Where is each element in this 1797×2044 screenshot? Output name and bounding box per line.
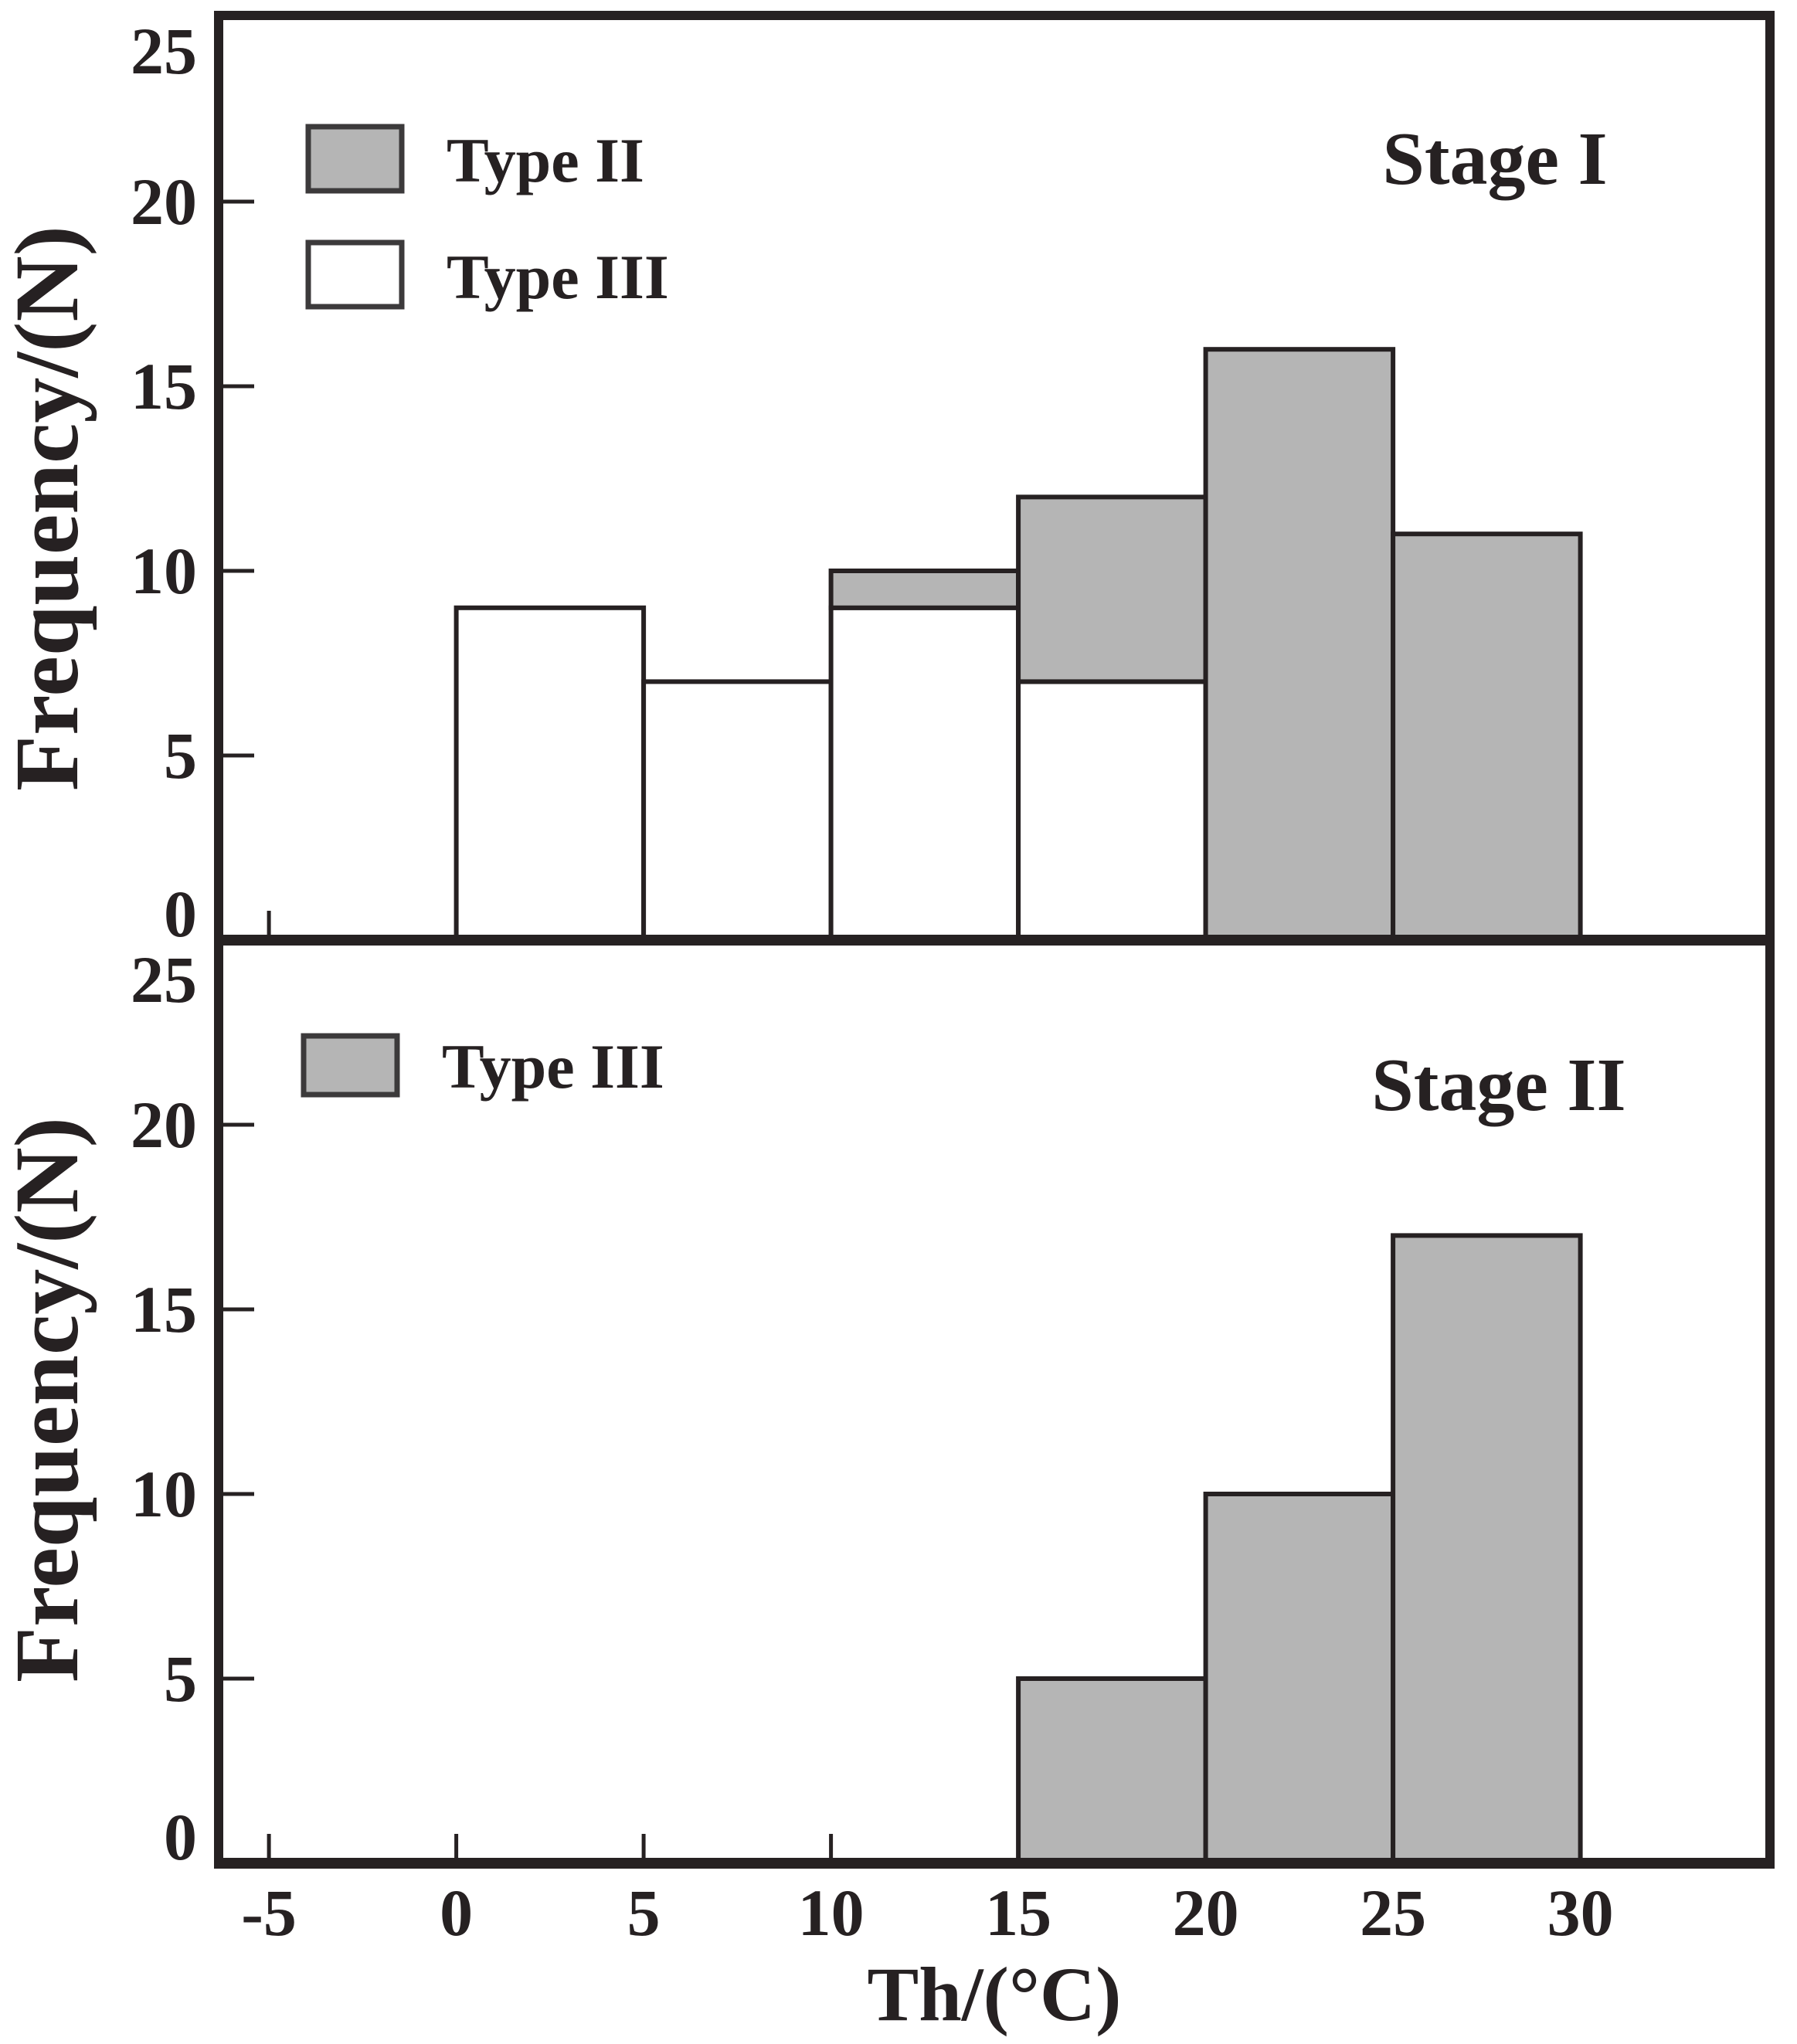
- frame-bottom-x-axis: [214, 1858, 1775, 1869]
- bar-stage2-20to25-type-iii: [1203, 1492, 1396, 1866]
- bar-stage1-10to15-type-iii: [828, 605, 1021, 942]
- x-tick-label-5: 5: [627, 1876, 661, 1950]
- bar-stage1-15to20-type-iii: [1016, 679, 1208, 943]
- legend-swatch-type-iii-stage2-icon: [301, 1033, 400, 1098]
- legend-label-type-iii: Type III: [447, 242, 669, 312]
- legend-swatch-type-iii-icon: [305, 239, 405, 310]
- legend-stage-1: Type II Type III: [305, 124, 669, 312]
- y-tick-label-stage2-0: 0: [164, 1800, 197, 1874]
- y-tick-label-stage1-20: 20: [131, 165, 197, 239]
- bar-stage1-20to25-type-ii: [1203, 347, 1396, 942]
- stage-2-title: Stage II: [1371, 1044, 1625, 1127]
- y-tick-label-stage1-10: 10: [131, 534, 197, 608]
- plot-frame: [214, 11, 1775, 1869]
- stage-1-title: Stage I: [1382, 117, 1607, 201]
- frame-top-border: [214, 11, 1775, 20]
- x-axis-title: Th/(°C): [868, 1951, 1122, 2037]
- y-tick-label-stage2-25: 25: [131, 942, 197, 1017]
- y-axis-title-stage-2: Frequency/(N): [0, 1117, 97, 1682]
- y-tick-label-stage1-5: 5: [164, 718, 197, 793]
- legend-label-type-ii: Type II: [447, 125, 644, 195]
- y-tick-label-stage2-15: 15: [131, 1272, 197, 1346]
- x-tick-label--5: -5: [241, 1876, 297, 1950]
- bar-stage2-25to30-type-iii: [1391, 1233, 1583, 1866]
- y-tick-label-stage2-5: 5: [164, 1642, 197, 1716]
- bar-stage1-5to10-type-iii: [641, 679, 834, 943]
- x-tick-label-0: 0: [440, 1876, 473, 1950]
- x-tick-label-25: 25: [1360, 1876, 1426, 1950]
- frame-right-border: [1765, 11, 1775, 1869]
- y-tick-label-stage1-15: 15: [131, 349, 197, 423]
- bar-stage1-10to15-type-ii: [828, 569, 1021, 610]
- legend-stage-2: Type III: [301, 1031, 664, 1102]
- frame-left-y-axis: [214, 11, 223, 1869]
- legend-swatch-type-ii-icon: [305, 124, 405, 194]
- bar-stage2-15to20-type-iii: [1016, 1676, 1208, 1866]
- x-tick-label-15: 15: [985, 1876, 1051, 1950]
- x-tick-label-20: 20: [1173, 1876, 1239, 1950]
- y-tick-label-stage1-25: 25: [131, 14, 197, 88]
- y-axis-title-stage-1: Frequency/(N): [0, 226, 97, 791]
- bar-stage1-25to30-type-ii: [1391, 531, 1583, 942]
- y-tick-label-stage2-10: 10: [131, 1457, 197, 1531]
- bar-stage1-15to20-type-ii: [1016, 494, 1208, 684]
- y-tick-label-stage1-0: 0: [164, 877, 197, 951]
- generated-ticks-and-bars: [223, 199, 1583, 1866]
- x-tick-label-10: 10: [798, 1876, 865, 1950]
- y-tick-label-stage2-20: 20: [131, 1088, 197, 1162]
- bar-stage1-0to5-type-iii: [453, 605, 647, 942]
- x-tick-label-30: 30: [1547, 1876, 1614, 1950]
- legend-label-type-iii-stage2: Type III: [442, 1031, 664, 1102]
- frame-panel-divider: [214, 935, 1775, 946]
